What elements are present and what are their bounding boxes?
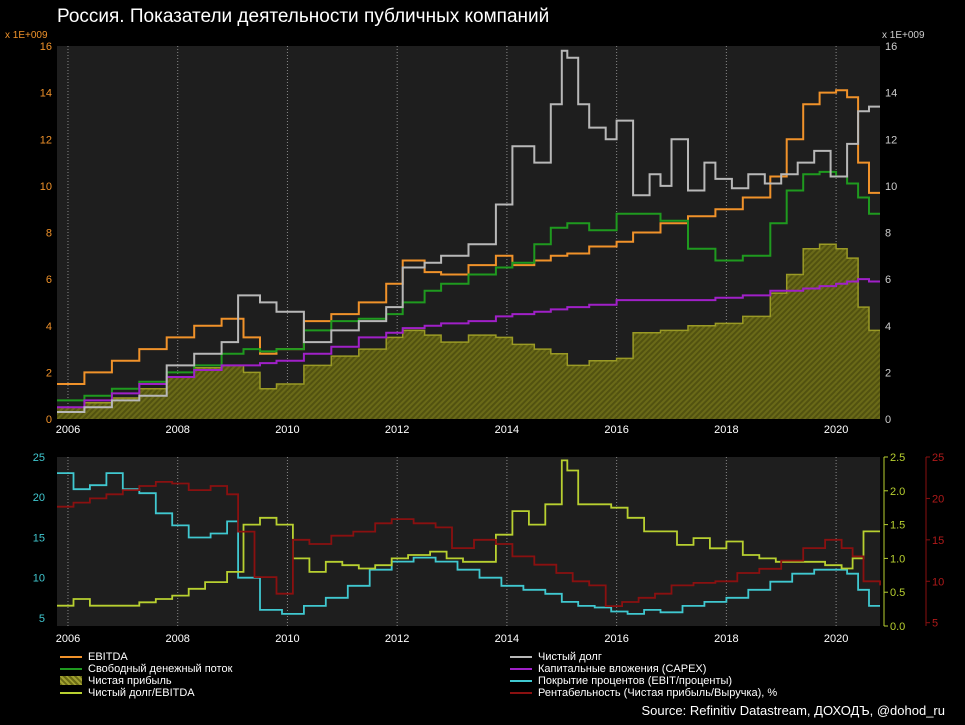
legend-label-net-income: Чистая прибыль [88, 675, 172, 687]
top-y-left-tick-4: 4 [46, 321, 52, 333]
top-x-tick-2018: 2018 [714, 424, 738, 436]
top-y-left-multiplier: x 1E+009 [5, 30, 48, 41]
top-y-right-tick-10: 10 [885, 181, 897, 193]
legend-label-net-debt: Чистый долг [538, 651, 602, 663]
legend-swatch-interest-cover [510, 680, 532, 682]
bottom-y-right1-tick-2.5: 2.5 [890, 452, 905, 464]
bottom-x-tick-2014: 2014 [495, 633, 519, 645]
top-y-right-tick-0: 0 [885, 414, 891, 426]
top-y-left-tick-2: 2 [46, 367, 52, 379]
chart-title: Россия. Показатели деятельности публичны… [57, 6, 550, 27]
bottom-y-right2-tick-15: 15 [932, 535, 944, 547]
bottom-x-tick-2012: 2012 [385, 633, 409, 645]
bottom-plot-area [57, 457, 880, 626]
legend-label-fcf: Свободный денежный поток [88, 663, 233, 675]
legend-label-ebitda: EBITDA [88, 651, 128, 663]
top-y-right-tick-6: 6 [885, 274, 891, 286]
top-y-right-multiplier: x 1E+009 [882, 30, 925, 41]
top-y-right-tick-16: 16 [885, 41, 897, 53]
top-x-tick-2008: 2008 [165, 424, 189, 436]
bottom-y-right1-tick-1.0: 1.0 [890, 553, 905, 565]
legend-swatch-capex [510, 668, 532, 670]
top-y-right-tick-8: 8 [885, 228, 891, 240]
legend-label-nd-ebitda: Чистый долг/EBITDA [88, 687, 195, 699]
bottom-x-tick-2006: 2006 [56, 633, 80, 645]
top-y-left-tick-12: 12 [40, 134, 52, 146]
series-line-capex [57, 278, 880, 409]
bottom-x-tick-2020: 2020 [824, 633, 848, 645]
bottom-y-left-tick-5: 5 [39, 613, 45, 625]
top-y-left-tick-6: 6 [46, 274, 52, 286]
series-line-ebitda [57, 89, 880, 385]
top-y-left-tick-0: 0 [46, 414, 52, 426]
top-y-right-tick-12: 12 [885, 134, 897, 146]
bottom-x-tick-2008: 2008 [165, 633, 189, 645]
top-x-tick-2006: 2006 [56, 424, 80, 436]
bottom-y-right2-tick-25: 25 [932, 452, 944, 464]
bottom-y-right2-tick-10: 10 [932, 576, 944, 588]
bottom-x-tick-2016: 2016 [604, 633, 628, 645]
series-line-margin [57, 481, 881, 607]
legend-swatch-net-debt [510, 656, 532, 658]
bottom-y-right1-tick-0.0: 0.0 [890, 621, 905, 633]
top-x-tick-2010: 2010 [275, 424, 299, 436]
series-line-nd_ebitda [57, 459, 880, 607]
top-x-tick-2012: 2012 [385, 424, 409, 436]
top-x-tick-2020: 2020 [824, 424, 848, 436]
bottom-y-left-tick-20: 20 [33, 492, 45, 504]
top-y-right-tick-2: 2 [885, 367, 891, 379]
series-line-interest_cover [57, 472, 880, 615]
legend-swatch-net-income [60, 676, 82, 685]
top-x-tick-2014: 2014 [495, 424, 519, 436]
top-y-left-tick-8: 8 [46, 228, 52, 240]
top-y-left-tick-14: 14 [40, 88, 52, 100]
top-x-tick-2016: 2016 [604, 424, 628, 436]
legend-label-margin: Рентабельность (Чистая прибыль/Выручка),… [538, 687, 778, 699]
top-y-left-tick-10: 10 [40, 181, 52, 193]
legend-label-capex: Капитальные вложения (CAPEX) [538, 663, 707, 675]
legend-swatch-fcf [60, 668, 82, 670]
chart-legend: EBITDA Свободный денежный поток Чистая п… [60, 651, 960, 701]
bottom-y-left-tick-10: 10 [33, 573, 45, 585]
bottom-x-tick-2018: 2018 [714, 633, 738, 645]
top-y-right-tick-4: 4 [885, 321, 891, 333]
series-line-fcf [57, 170, 880, 402]
top-y-left-tick-16: 16 [40, 41, 52, 53]
bottom-x-tick-2010: 2010 [275, 633, 299, 645]
legend-swatch-nd-ebitda [60, 692, 82, 694]
bottom-y-right1-tick-2.0: 2.0 [890, 486, 905, 498]
bottom-y-right2-tick-5: 5 [932, 618, 938, 630]
series-area-net_income [57, 244, 880, 419]
top-y-right-tick-14: 14 [885, 88, 897, 100]
bottom-y-left-tick-25: 25 [33, 452, 45, 464]
legend-swatch-margin [510, 692, 532, 694]
bottom-y-right1-tick-0.5: 0.5 [890, 587, 905, 599]
legend-swatch-ebitda [60, 656, 82, 658]
series-line-net_debt [57, 49, 880, 413]
bottom-y-right1-tick-1.5: 1.5 [890, 520, 905, 532]
source-note: Source: Refinitiv Datastream, ДОХОДЪ, @d… [641, 703, 945, 718]
legend-label-interest-cover: Покрытие процентов (EBIT/проценты) [538, 675, 733, 687]
bottom-y-right2-tick-20: 20 [932, 493, 944, 505]
bottom-y-left-tick-15: 15 [33, 532, 45, 544]
